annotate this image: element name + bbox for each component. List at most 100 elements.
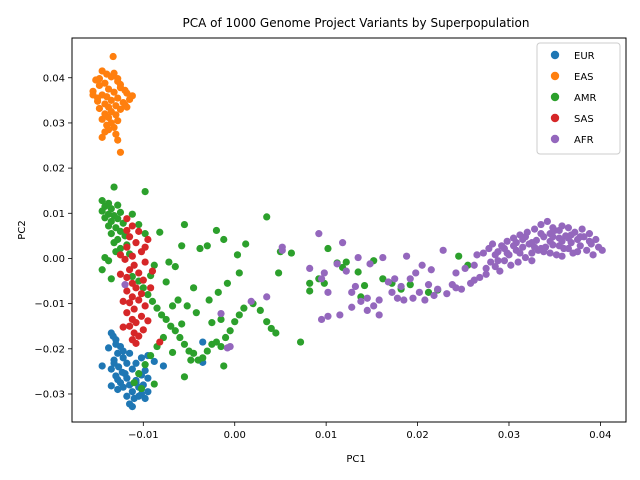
point-afr-32 [388,288,396,296]
point-afr-39 [409,294,417,302]
point-amr-90 [196,244,204,253]
point-sas-20 [135,296,143,304]
point-afr-44 [424,281,433,289]
point-amr-76 [424,288,433,296]
point-amr-3 [114,201,122,209]
point-sas-8 [121,255,129,263]
point-afr-41 [415,288,423,296]
point-eur-30 [144,388,152,396]
point-amr-34 [153,304,161,312]
point-sas-29 [139,326,147,334]
point-amr-31 [139,284,147,292]
point-eas-43 [128,92,136,100]
point-eas-42 [116,80,125,89]
x-tick-label: 0.00 [224,430,246,441]
point-eur-4 [114,349,122,357]
point-amr-40 [180,340,189,348]
point-sas-2 [135,227,143,235]
point-afr-40 [412,269,420,277]
point-eas-26 [112,111,120,119]
point-eas-32 [110,123,118,132]
point-eur-46 [119,383,127,391]
point-afr-124 [482,264,490,272]
point-afr-129 [549,233,557,241]
x-tick-label: 0.04 [589,430,611,441]
point-eas-46 [95,75,104,83]
point-amr-50 [226,327,234,335]
point-afr-137 [512,239,520,247]
y-tick-label: 0.01 [43,209,65,220]
point-amr-47 [212,338,221,346]
x-axis-label: PC1 [346,454,365,465]
point-eas-7 [95,81,104,90]
point-amr-85 [165,258,173,266]
point-sas-3 [125,233,134,241]
point-eas-28 [98,115,106,123]
point-eas-41 [121,86,129,94]
point-afr-14 [324,312,332,320]
point-sas-36 [141,243,149,251]
point-amr-37 [167,322,175,330]
chart-title: PCA of 1000 Genome Project Variants by S… [183,16,530,30]
point-sas-41 [148,267,157,275]
point-amr-62 [287,249,296,257]
point-afr-133 [585,237,594,245]
point-eur-20 [123,392,131,400]
point-afr-134 [549,224,557,232]
point-amr-38 [171,327,179,335]
point-afr-57 [476,273,484,282]
point-eur-36 [150,357,158,366]
point-afr-138 [503,249,511,257]
point-amr-75 [406,281,414,289]
point-eas-0 [109,52,117,61]
point-amr-99 [205,296,213,304]
point-amr-60 [263,213,271,221]
point-amr-57 [267,324,275,333]
point-afr-79 [528,249,536,257]
y-tick-label: 0.00 [43,254,65,265]
point-amr-102 [174,296,182,304]
point-amr-86 [171,262,179,271]
points-layer [89,52,606,411]
point-eas-34 [101,128,109,136]
point-afr-43 [421,296,429,304]
point-amr-48 [217,342,225,351]
point-afr-13 [324,288,332,296]
point-afr-73 [514,258,522,266]
point-afr-120 [555,226,563,235]
point-afr-22 [354,253,362,262]
point-afr-75 [519,243,527,251]
point-afr-18 [342,267,350,275]
point-eas-29 [114,117,122,125]
point-afr-26 [366,260,374,268]
point-amr-70 [360,281,369,290]
legend-box [536,42,621,155]
point-afr-131 [567,231,575,239]
point-afr-55 [470,261,478,269]
point-amr-105 [162,278,170,286]
point-sas-0 [123,215,131,223]
point-eur-7 [123,359,131,367]
point-amr-32 [144,291,152,299]
point-afr-136 [521,233,530,241]
series-eur [98,329,207,411]
point-amr-94 [233,251,242,259]
point-afr-42 [418,261,426,269]
point-amr-122 [275,269,283,277]
point-eas-16 [107,96,115,104]
point-afr-109 [598,246,606,254]
point-eur-3 [104,344,113,352]
point-afr-101 [578,225,586,233]
point-eas-47 [110,69,118,77]
point-afr-58 [479,249,487,257]
point-sas-11 [125,266,134,274]
point-amr-16 [116,227,125,235]
point-eas-37 [114,136,122,144]
point-afr-25 [363,306,371,315]
point-afr-49 [443,290,451,298]
point-afr-67 [500,257,509,265]
point-eas-27 [104,113,113,122]
point-amr-115 [150,380,158,388]
x-tick-label: 0.02 [406,430,428,441]
point-amr-80 [141,188,149,196]
